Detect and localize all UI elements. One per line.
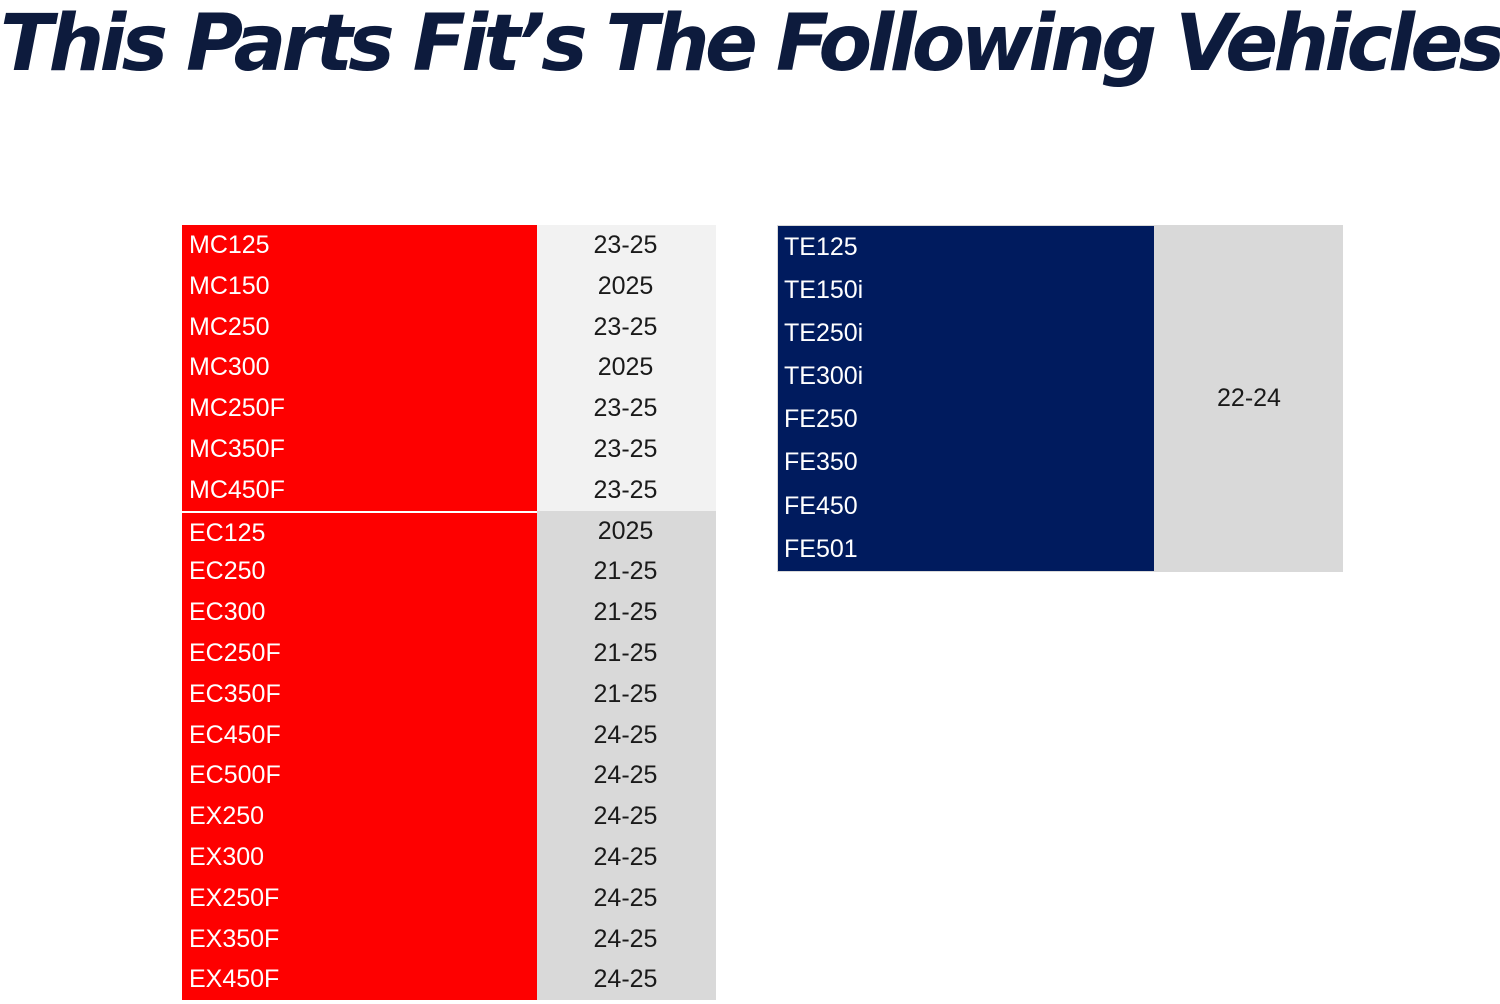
- model-cell: MC300: [182, 347, 537, 389]
- table-row: MC150 2025: [182, 265, 716, 307]
- model-cell: TE150i: [784, 276, 864, 305]
- year-cell: 2025: [537, 510, 716, 552]
- year-cell: 23-25: [537, 469, 716, 511]
- model-cell: EX250: [182, 796, 537, 837]
- model-cell: EX250F: [182, 877, 537, 919]
- year-cell: 24-25: [537, 796, 716, 837]
- year-cell: 23-25: [537, 388, 716, 429]
- table-row: EC350F 21-25: [182, 673, 716, 715]
- year-cell: 23-25: [537, 428, 716, 470]
- year-cell: 2025: [537, 347, 716, 389]
- table-row: MC300 2025: [182, 347, 716, 389]
- model-cell: FE450: [784, 491, 858, 520]
- model-cell: TE300i: [784, 362, 864, 391]
- table-row: MC125 23-25: [182, 225, 716, 266]
- model-cell: EX350F: [182, 918, 537, 960]
- fitment-table-left: MC125 23-25 MC150 2025 MC250 23-25 MC300…: [182, 225, 716, 1001]
- model-cell: MC450F: [182, 469, 537, 511]
- model-cell: MC250: [182, 306, 537, 348]
- merged-year-cell: 22-24: [1155, 225, 1343, 572]
- model-cell: MC125: [182, 225, 537, 266]
- year-cell: 21-25: [537, 673, 716, 715]
- table-row: EC250F 21-25: [182, 632, 716, 674]
- model-cell: MC350F: [182, 428, 537, 470]
- model-cell: EX450F: [182, 959, 537, 1001]
- table-row: MC250 23-25: [182, 306, 716, 348]
- table-row: MC250F 23-25: [182, 388, 716, 429]
- table-row: MC450F 23-25: [182, 469, 716, 511]
- model-cell: MC150: [182, 265, 537, 307]
- year-cell: 24-25: [537, 918, 716, 960]
- model-cell: EC250: [182, 551, 537, 593]
- year-cell: 23-25: [537, 225, 716, 266]
- year-cell: 24-25: [537, 755, 716, 797]
- model-cell: EC250F: [182, 632, 537, 674]
- year-cell: 23-25: [537, 306, 716, 348]
- table-row: MC350F 23-25: [182, 428, 716, 470]
- year-cell: 24-25: [537, 836, 716, 878]
- mc-group: MC125 23-25 MC150 2025 MC250 23-25 MC300…: [182, 225, 716, 511]
- table-row: EX450F 24-25: [182, 959, 716, 1001]
- table-row: EX250 24-25: [182, 796, 716, 837]
- model-cell: EC500F: [182, 755, 537, 797]
- model-cell: EC350F: [182, 673, 537, 715]
- year-cell: 2025: [537, 265, 716, 307]
- model-cell: TE125: [784, 233, 858, 261]
- year-cell: 24-25: [537, 877, 716, 919]
- model-cell: EC300: [182, 592, 537, 633]
- model-cell: TE250i: [784, 319, 864, 348]
- table-row: EC250 21-25: [182, 551, 716, 593]
- ec-ex-group: EC125 2025 EC250 21-25 EC300 21-25 EC250…: [182, 510, 716, 1001]
- year-cell: 21-25: [537, 592, 716, 633]
- table-row: EX350F 24-25: [182, 918, 716, 960]
- year-cell: 24-25: [537, 714, 716, 756]
- te-fe-model-column: TE125 TE150i TE250i TE300i FE250 FE350 F…: [777, 225, 1155, 572]
- year-cell: 21-25: [537, 551, 716, 593]
- table-row: EC500F 24-25: [182, 755, 716, 797]
- model-cell: FE501: [784, 534, 858, 563]
- model-cell: EC125: [182, 510, 537, 552]
- table-row: EC300 21-25: [182, 592, 716, 633]
- fitment-table-right: TE125 TE150i TE250i TE300i FE250 FE350 F…: [777, 225, 1343, 572]
- model-cell: MC250F: [182, 388, 537, 429]
- model-cell: FE250: [784, 405, 858, 434]
- table-row: EC450F 24-25: [182, 714, 716, 756]
- year-cell: 24-25: [537, 959, 716, 1001]
- table-row: EX250F 24-25: [182, 877, 716, 919]
- model-cell: EC450F: [182, 714, 537, 756]
- table-row: EC125 2025: [182, 510, 716, 552]
- table-row: EX300 24-25: [182, 836, 716, 878]
- model-cell: EX300: [182, 836, 537, 878]
- page-title: This Parts Fit’s The Following Vehicles: [0, 0, 1500, 89]
- year-cell: 21-25: [537, 632, 716, 674]
- model-cell: FE350: [784, 448, 858, 477]
